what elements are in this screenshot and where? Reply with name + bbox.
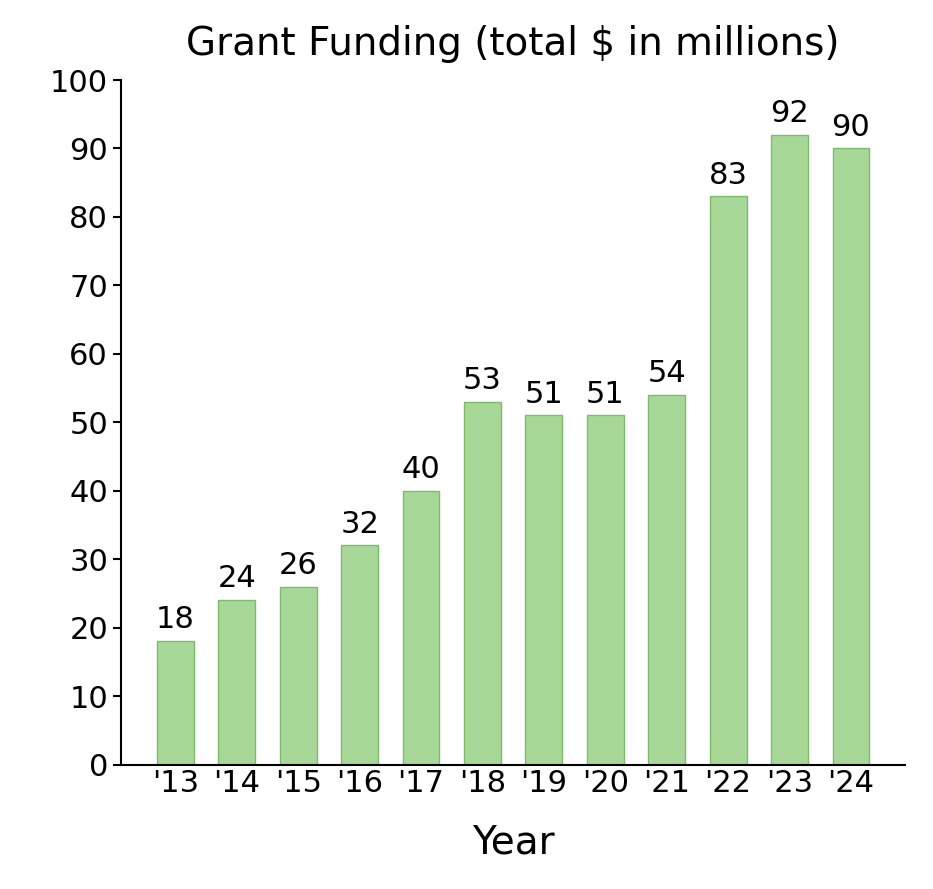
Text: 24: 24 [217,565,257,594]
Bar [648,395,685,765]
Text: 51: 51 [586,380,625,409]
Bar [771,135,808,765]
X-axis label: Year: Year [472,823,554,861]
Text: 18: 18 [156,605,195,635]
Text: 26: 26 [279,550,317,580]
Text: 32: 32 [341,509,379,539]
Bar [710,196,746,765]
Bar [218,600,256,765]
Bar [832,148,870,765]
Title: Grant Funding (total $ in millions): Grant Funding (total $ in millions) [187,25,840,63]
Text: 83: 83 [709,161,747,189]
Bar [403,491,439,765]
Bar [157,641,194,765]
Bar [587,415,623,765]
Text: 53: 53 [463,366,502,395]
Bar [280,587,316,765]
Bar [525,415,563,765]
Text: 51: 51 [524,380,564,409]
Text: 54: 54 [648,359,686,388]
Text: 40: 40 [401,455,440,484]
Text: 90: 90 [831,113,870,141]
Bar [341,546,378,765]
Bar [464,402,501,765]
Text: 92: 92 [770,99,809,128]
